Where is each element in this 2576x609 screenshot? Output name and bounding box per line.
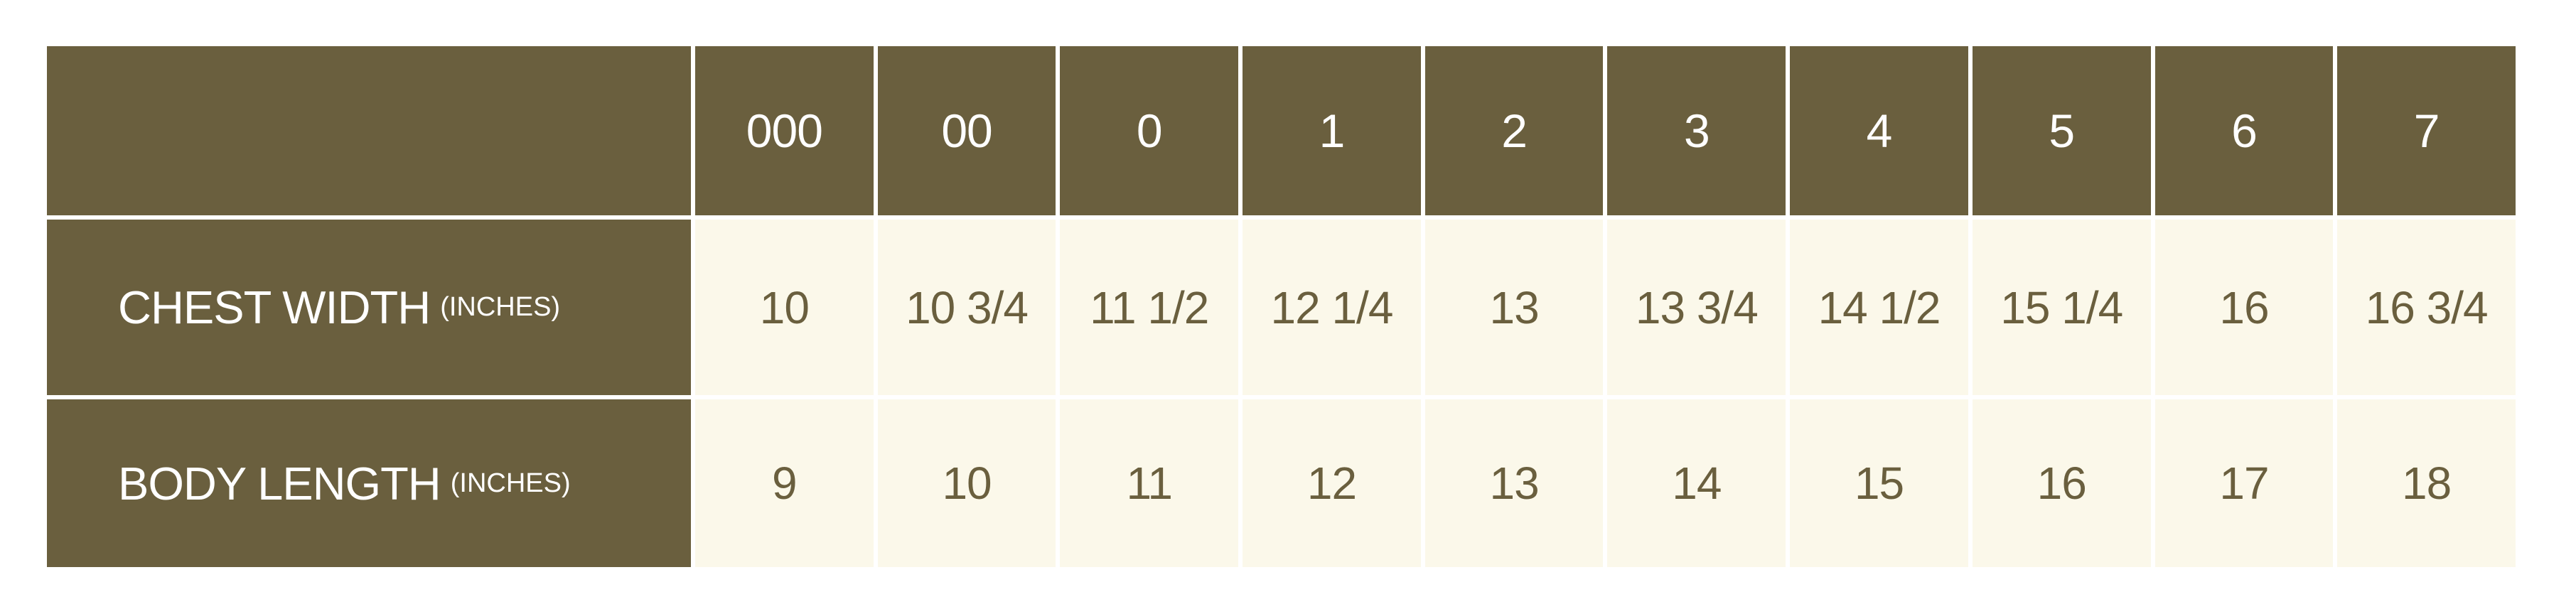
size-col-header-00: 00 [877, 46, 1056, 215]
chest-width-value-00: 10 3/4 [877, 220, 1056, 395]
body-length-value-0: 11 [1060, 399, 1239, 567]
chest-width-value-5: 15 1/4 [1972, 220, 2151, 395]
body-length-value-7: 18 [2337, 399, 2516, 567]
size-col-header-3: 3 [1607, 46, 1786, 215]
size-col-header-4: 4 [1790, 46, 1968, 215]
chest-width-value-0: 11 1/2 [1060, 220, 1239, 395]
corner-empty-cell [47, 46, 691, 215]
chest-width-unit-label: (INCHES) [440, 292, 561, 322]
body-length-value-6: 17 [2154, 399, 2334, 567]
size-chart-table: 000 00 0 1 2 3 4 5 6 7 CHEST WIDTH (INCH… [47, 46, 2516, 567]
body-length-value-000: 9 [695, 399, 874, 567]
size-col-header-0: 0 [1060, 46, 1239, 215]
size-col-header-6: 6 [2154, 46, 2334, 215]
size-col-header-2: 2 [1424, 46, 1604, 215]
size-col-header-5: 5 [1972, 46, 2151, 215]
size-col-header-000: 000 [695, 46, 874, 215]
row-label-chest-width: CHEST WIDTH (INCHES) [47, 220, 691, 395]
body-length-unit-label: (INCHES) [450, 468, 571, 498]
size-col-header-7: 7 [2337, 46, 2516, 215]
chest-width-label: CHEST WIDTH [118, 281, 431, 333]
chest-width-value-1: 12 1/4 [1243, 220, 1421, 395]
chest-width-value-7: 16 3/4 [2337, 220, 2516, 395]
body-length-label: BODY LENGTH [118, 457, 441, 510]
row-label-body-length: BODY LENGTH (INCHES) [47, 399, 691, 567]
body-length-value-3: 14 [1607, 399, 1786, 567]
body-length-value-00: 10 [877, 399, 1056, 567]
body-length-value-1: 12 [1243, 399, 1421, 567]
body-length-value-4: 15 [1790, 399, 1968, 567]
chest-width-value-4: 14 1/2 [1790, 220, 1968, 395]
chest-width-value-000: 10 [695, 220, 874, 395]
chest-width-value-6: 16 [2154, 220, 2334, 395]
body-length-value-5: 16 [1972, 399, 2151, 567]
body-length-value-2: 13 [1424, 399, 1604, 567]
size-col-header-1: 1 [1243, 46, 1421, 215]
chest-width-value-3: 13 3/4 [1607, 220, 1786, 395]
chest-width-value-2: 13 [1424, 220, 1604, 395]
